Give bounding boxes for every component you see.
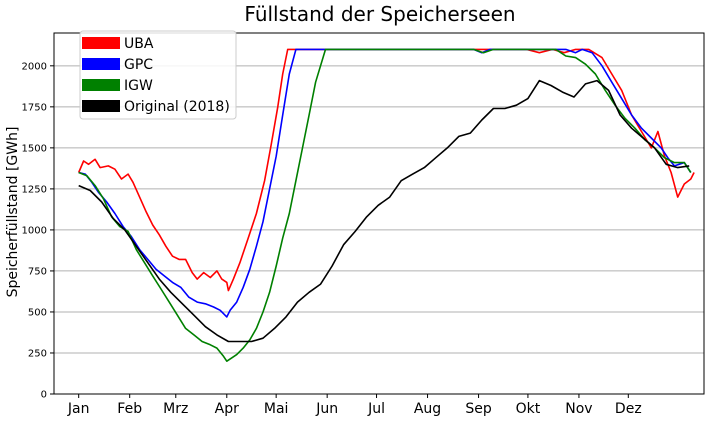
series-line-original-2018 bbox=[78, 79, 690, 343]
plot-area: 0 250 500 750 1000 1250 1500 1750 2000 Jan Feb Mrz A… bbox=[22, 32, 705, 417]
y-tick-label: 250 bbox=[28, 348, 47, 359]
legend-swatch bbox=[82, 37, 120, 49]
y-tick-label: 750 bbox=[28, 266, 47, 277]
y-tick-label: 1000 bbox=[22, 225, 47, 236]
legend-box bbox=[79, 30, 237, 120]
y-tick-label: 2000 bbox=[22, 61, 47, 72]
x-tick-label: Aug bbox=[414, 401, 441, 417]
x-tick-label: Nov bbox=[565, 401, 592, 417]
x-tick-label: Okt bbox=[516, 401, 541, 417]
legend-swatch bbox=[82, 100, 120, 112]
x-tick-label: Jun bbox=[315, 401, 338, 417]
plot-frame bbox=[53, 32, 705, 395]
y-axis-label: Speicherfüllstand [GWh] bbox=[5, 127, 21, 298]
legend-label: GPC bbox=[124, 57, 153, 73]
x-tick-label: Dez bbox=[615, 401, 642, 417]
x-tick-label: Apr bbox=[215, 401, 239, 417]
y-tick-label: 1500 bbox=[22, 143, 47, 154]
legend-label: UBA bbox=[124, 36, 154, 52]
x-tick-label: Jul bbox=[367, 401, 385, 417]
legend-swatch bbox=[82, 58, 120, 70]
series-line-igw bbox=[78, 48, 692, 362]
y-tick-label: 1750 bbox=[22, 102, 47, 113]
x-tick-label: Jan bbox=[67, 401, 90, 417]
x-tick-label: Sep bbox=[465, 401, 492, 417]
chart-title: Füllstand der Speicherseen bbox=[244, 2, 515, 26]
x-tick-label: Mai bbox=[264, 401, 289, 417]
legend-label: IGW bbox=[124, 78, 153, 94]
y-tick-label: 1250 bbox=[22, 184, 47, 195]
series-line-gpc bbox=[78, 48, 692, 318]
legend-swatch bbox=[82, 79, 120, 91]
x-tick-label: Mrz bbox=[163, 401, 188, 417]
x-tick-label: Feb bbox=[117, 401, 142, 417]
y-tick-label: 500 bbox=[28, 307, 47, 318]
legend: UBA GPC IGW Original (2018) bbox=[79, 30, 237, 120]
legend-label: Original (2018) bbox=[124, 99, 230, 115]
y-tick-label: 0 bbox=[41, 390, 47, 401]
